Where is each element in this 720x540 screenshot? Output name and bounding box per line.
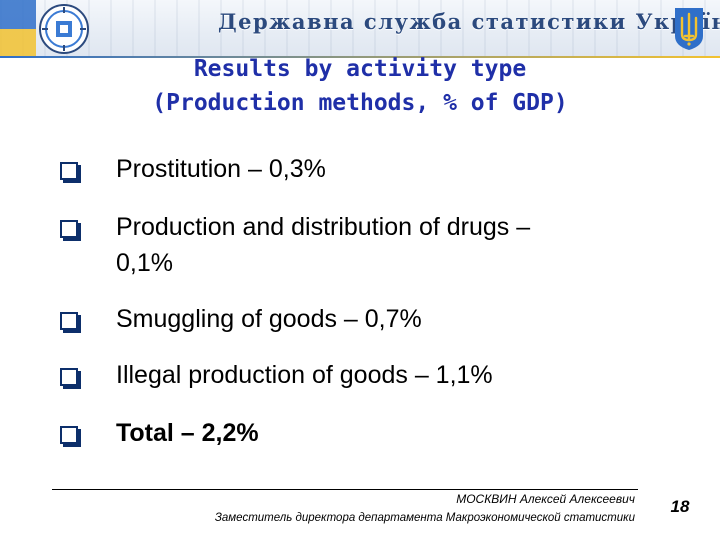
bullet-text-continued: 0,1% (116, 249, 173, 277)
checkbox-bullet-icon (60, 426, 78, 444)
checkbox-bullet-icon (60, 220, 78, 238)
presenter-role: Заместитель директора департамента Макро… (214, 512, 635, 524)
checkbox-bullet-icon (60, 162, 78, 180)
bullet-text-total: Total – 2,2% (116, 419, 259, 447)
banner-background-pattern (0, 0, 720, 58)
slide-title-line-2: (Production methods, % of GDP) (152, 90, 568, 116)
banner-bottom-stripe (0, 56, 720, 58)
agency-title: Державна служба статистики України (218, 9, 720, 34)
bullet-text: Smuggling of goods – 0,7% (116, 305, 422, 333)
slide-title-line-1: Results by activity type (193, 56, 527, 82)
presenter-name: МОСКВИН Алексей Алексеевич (456, 492, 635, 506)
page-number: 18 (670, 497, 690, 516)
bullet-text: Illegal production of goods – 1,1% (116, 361, 493, 389)
bullet-text: Production and distribution of drugs – (116, 213, 531, 241)
checkbox-bullet-icon (60, 312, 78, 330)
header-banner: Державна служба статистики України (0, 0, 720, 58)
footer-divider (52, 489, 638, 490)
slide-title: Results by activity type (Production met… (0, 52, 720, 120)
flag-stripe (0, 0, 36, 58)
checkbox-bullet-icon (60, 368, 78, 386)
ukraine-trident-icon (675, 8, 703, 50)
statistics-service-emblem-icon (39, 4, 89, 54)
bullet-text: Prostitution – 0,3% (116, 155, 326, 183)
